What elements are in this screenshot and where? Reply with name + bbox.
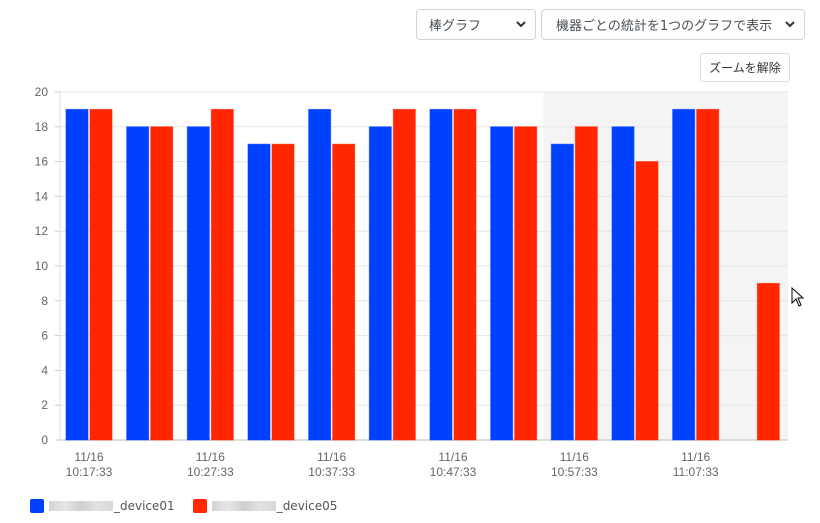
x-tick-label-date: 11/16 [438, 450, 467, 464]
bar-device05[interactable] [514, 126, 538, 441]
chart-legend: _device01 _device05 [30, 499, 355, 513]
bar-device05[interactable] [392, 108, 416, 441]
x-tick-label-time: 10:17:33 [66, 465, 113, 479]
bar-device01[interactable] [368, 126, 392, 441]
x-tick-label-time: 10:27:33 [187, 465, 234, 479]
bar-device05[interactable] [210, 108, 234, 441]
x-tick-label-date: 11/16 [196, 450, 225, 464]
legend-item-device05[interactable]: _device05 [192, 499, 338, 513]
reset-zoom-button[interactable]: ズームを解除 [700, 53, 790, 82]
bar-device01[interactable] [672, 108, 696, 441]
legend-label: _device01 [114, 499, 175, 513]
legend-label: _device05 [276, 499, 338, 513]
bar-device05[interactable] [756, 282, 780, 441]
bar-device01[interactable] [186, 126, 210, 441]
chevron-down-icon [516, 21, 526, 28]
y-tick-label: 18 [35, 120, 49, 134]
masked-device-name [211, 501, 276, 511]
y-tick-label: 0 [41, 433, 48, 447]
y-tick-label: 16 [35, 155, 49, 169]
bar-device01[interactable] [429, 108, 453, 441]
chart-type-select[interactable]: 棒グラフ [416, 9, 536, 40]
bar-device05[interactable] [271, 143, 295, 441]
bar-device01[interactable] [490, 126, 514, 441]
x-tick-label-date: 11/16 [74, 450, 103, 464]
y-tick-label: 12 [35, 224, 49, 238]
x-tick-label-date: 11/16 [560, 450, 589, 464]
legend-swatch [30, 499, 44, 513]
mouse-cursor-icon [791, 287, 805, 307]
chart-type-value: 棒グラフ [429, 19, 482, 34]
bar-device01[interactable] [247, 143, 271, 441]
x-tick-label-time: 11:07:33 [673, 465, 719, 479]
x-tick-label-time: 10:57:33 [551, 465, 598, 479]
y-tick-label: 8 [41, 294, 48, 308]
display-mode-value: 機器ごとの統計を1つのグラフで表示 [556, 19, 773, 34]
chevron-down-icon [785, 21, 795, 28]
bar-device01[interactable] [65, 108, 89, 441]
bar-device05[interactable] [332, 143, 356, 441]
bar-device05[interactable] [635, 161, 659, 441]
bar-device01[interactable] [126, 126, 150, 441]
bar-device01[interactable] [550, 143, 574, 441]
display-mode-select[interactable]: 機器ごとの統計を1つのグラフで表示 [541, 9, 805, 40]
x-tick-label-time: 10:37:33 [308, 465, 355, 479]
bar-device01[interactable] [308, 108, 332, 441]
y-tick-label: 10 [35, 259, 49, 273]
legend-item-device01[interactable]: _device01 [30, 499, 175, 513]
bar-device01[interactable] [611, 126, 635, 441]
y-tick-label: 2 [41, 398, 48, 412]
y-tick-label: 20 [35, 85, 49, 99]
x-tick-label-date: 11/16 [317, 450, 346, 464]
y-tick-label: 4 [41, 363, 48, 377]
bar-device05[interactable] [453, 108, 477, 441]
x-tick-label-date: 11/16 [681, 450, 710, 464]
bar-device05[interactable] [89, 108, 113, 441]
x-tick-label-time: 10:47:33 [430, 465, 477, 479]
bar-device05[interactable] [150, 126, 174, 441]
bar-device05[interactable] [574, 126, 598, 441]
bar-device05[interactable] [696, 108, 720, 441]
legend-swatch [192, 499, 207, 513]
y-tick-label: 14 [35, 189, 49, 203]
masked-device-name [49, 501, 113, 511]
y-tick-label: 6 [41, 329, 48, 343]
